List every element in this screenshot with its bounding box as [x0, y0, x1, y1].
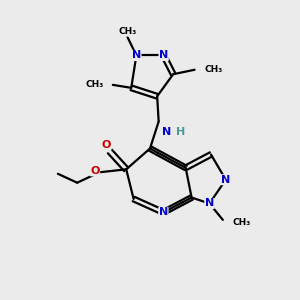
- Text: N: N: [221, 175, 230, 185]
- Text: N: N: [162, 127, 171, 137]
- Text: N: N: [205, 199, 214, 208]
- Text: CH₃: CH₃: [204, 65, 222, 74]
- Text: H: H: [176, 127, 185, 137]
- Text: CH₃: CH₃: [118, 27, 136, 36]
- Text: N: N: [159, 50, 168, 61]
- Text: O: O: [102, 140, 111, 150]
- Text: CH₃: CH₃: [85, 80, 103, 89]
- Text: CH₃: CH₃: [232, 218, 250, 227]
- Text: N: N: [132, 50, 141, 61]
- Text: O: O: [90, 166, 100, 176]
- Text: N: N: [159, 207, 168, 218]
